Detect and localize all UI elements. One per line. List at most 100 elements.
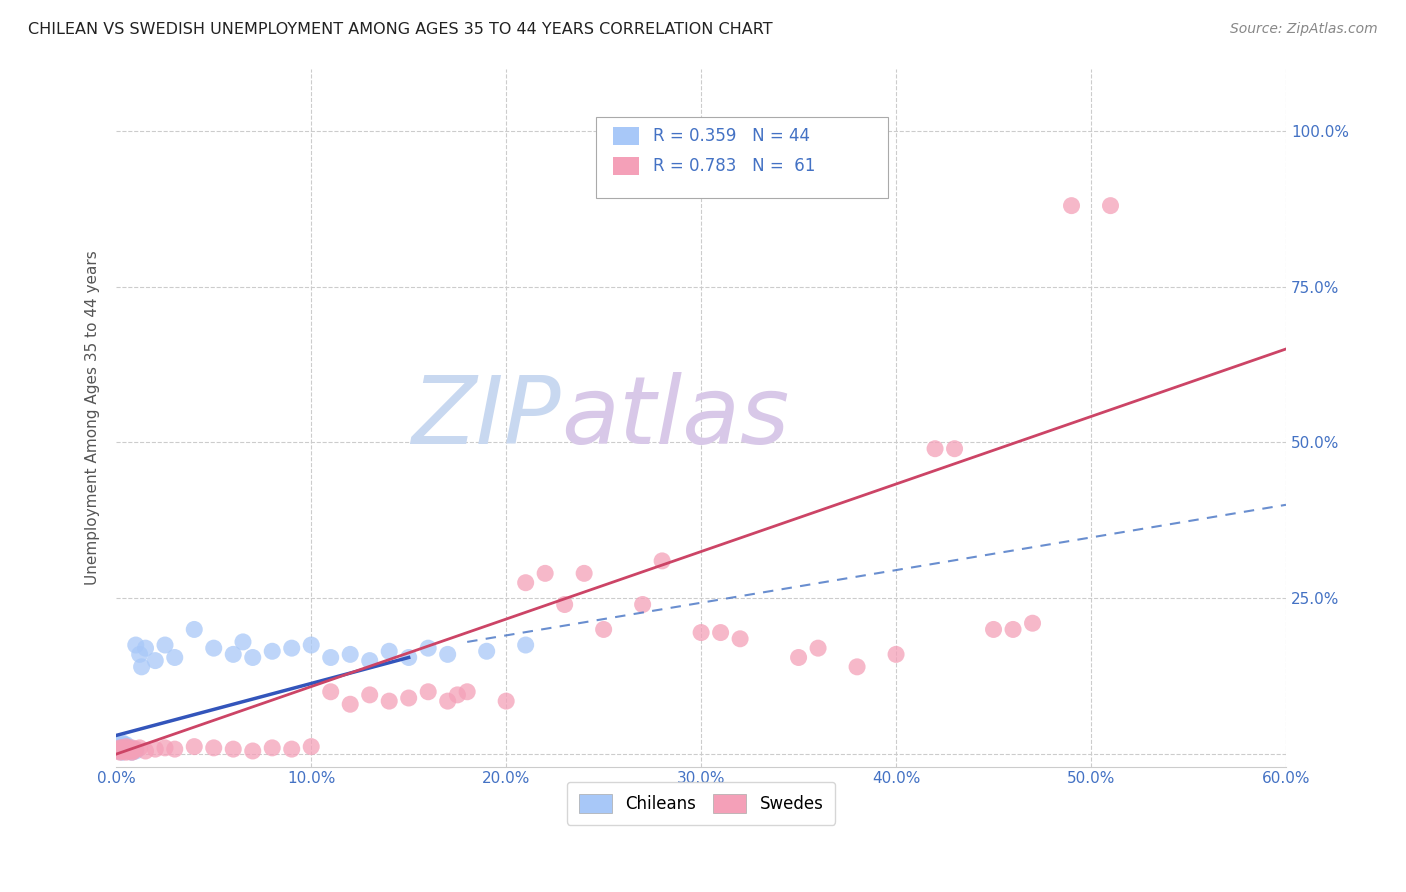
Point — [418, 641, 440, 656]
Point — [534, 566, 557, 581]
Point — [128, 740, 150, 755]
Point — [117, 744, 139, 758]
Point — [111, 736, 134, 750]
Point — [378, 694, 401, 708]
Legend: Chileans, Swedes: Chileans, Swedes — [567, 782, 835, 824]
FancyBboxPatch shape — [596, 118, 889, 198]
Point — [359, 654, 381, 668]
Point — [319, 685, 342, 699]
Point — [122, 744, 145, 758]
Point — [299, 739, 322, 754]
Point — [280, 641, 302, 656]
Point — [107, 742, 129, 756]
Point — [134, 641, 156, 656]
Point — [134, 744, 156, 758]
Point — [125, 742, 148, 756]
Point — [436, 694, 458, 708]
Point — [339, 648, 361, 662]
Point — [163, 650, 186, 665]
Point — [118, 744, 141, 758]
Point — [143, 654, 166, 668]
Text: CHILEAN VS SWEDISH UNEMPLOYMENT AMONG AGES 35 TO 44 YEARS CORRELATION CHART: CHILEAN VS SWEDISH UNEMPLOYMENT AMONG AG… — [28, 22, 773, 37]
Text: ZIP: ZIP — [411, 372, 561, 463]
Point — [143, 742, 166, 756]
Point — [710, 625, 733, 640]
Point — [131, 660, 153, 674]
Point — [117, 740, 139, 755]
Point — [107, 740, 129, 755]
Point — [262, 740, 284, 755]
Point — [125, 744, 148, 758]
Point — [202, 641, 225, 656]
Point — [690, 625, 713, 640]
Point — [983, 623, 1005, 637]
Point — [112, 742, 135, 756]
Point — [242, 650, 264, 665]
Point — [121, 740, 143, 755]
Y-axis label: Unemployment Among Ages 35 to 44 years: Unemployment Among Ages 35 to 44 years — [86, 250, 100, 585]
Point — [121, 745, 143, 759]
Point — [262, 644, 284, 658]
Point — [787, 650, 810, 665]
Point — [112, 744, 135, 758]
Point — [122, 742, 145, 756]
Point — [117, 744, 139, 758]
FancyBboxPatch shape — [613, 127, 640, 145]
Point — [115, 738, 138, 752]
Point — [339, 698, 361, 712]
Point — [378, 644, 401, 658]
Point — [495, 694, 517, 708]
Point — [115, 739, 138, 754]
Point — [398, 691, 420, 706]
Point — [111, 740, 134, 755]
Point — [111, 744, 134, 758]
Point — [943, 442, 966, 456]
Text: Source: ZipAtlas.com: Source: ZipAtlas.com — [1230, 22, 1378, 37]
Point — [1021, 616, 1043, 631]
Point — [118, 742, 141, 756]
Point — [446, 688, 468, 702]
Point — [924, 442, 946, 456]
Point — [107, 744, 129, 758]
Point — [112, 740, 135, 755]
Point — [112, 738, 135, 752]
Point — [398, 650, 420, 665]
Point — [807, 641, 830, 656]
Point — [183, 623, 205, 637]
Point — [125, 638, 148, 652]
Point — [153, 638, 176, 652]
Point — [359, 688, 381, 702]
Point — [631, 598, 654, 612]
Point — [232, 635, 254, 649]
Point — [592, 623, 614, 637]
Point — [1060, 199, 1083, 213]
FancyBboxPatch shape — [613, 157, 640, 176]
Point — [319, 650, 342, 665]
Point — [515, 638, 537, 652]
Point — [107, 744, 129, 758]
Point — [108, 745, 131, 759]
Text: R = 0.359   N = 44: R = 0.359 N = 44 — [654, 127, 810, 145]
Point — [118, 740, 141, 755]
Point — [222, 648, 245, 662]
Point — [515, 575, 537, 590]
Point — [242, 744, 264, 758]
Point — [115, 745, 138, 759]
Point — [280, 742, 302, 756]
Point — [222, 742, 245, 756]
Point — [554, 598, 576, 612]
Point — [183, 739, 205, 754]
Point — [1002, 623, 1025, 637]
Point — [108, 740, 131, 755]
Point — [728, 632, 751, 646]
Point — [651, 554, 673, 568]
Point — [115, 742, 138, 756]
Point — [572, 566, 595, 581]
Point — [128, 648, 150, 662]
Point — [111, 745, 134, 759]
Text: R = 0.783   N =  61: R = 0.783 N = 61 — [654, 157, 815, 175]
Point — [163, 742, 186, 756]
Point — [456, 685, 478, 699]
Point — [112, 744, 135, 758]
Point — [108, 744, 131, 758]
